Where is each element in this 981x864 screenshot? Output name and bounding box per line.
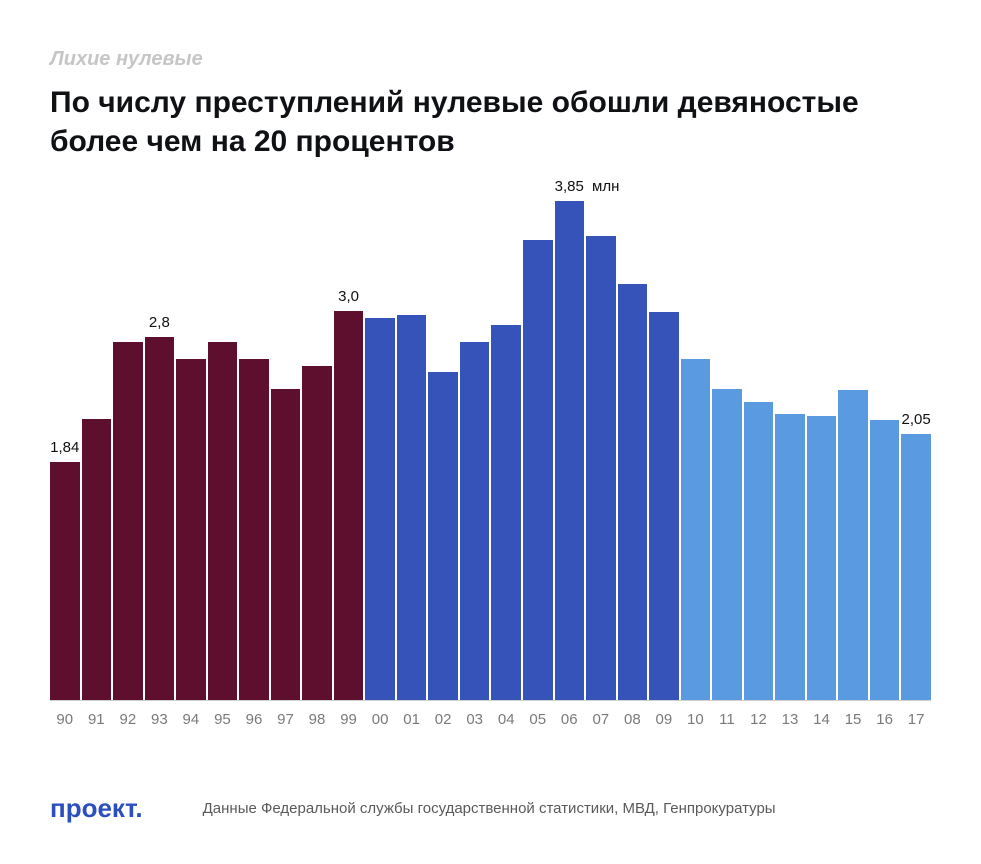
bar bbox=[397, 315, 427, 700]
bar-column bbox=[208, 201, 238, 700]
x-axis-tick: 94 bbox=[176, 711, 206, 728]
x-axis-tick: 95 bbox=[208, 711, 238, 728]
bar-column bbox=[681, 201, 711, 700]
x-axis-tick: 06 bbox=[555, 711, 585, 728]
bar-column bbox=[82, 201, 112, 700]
bar-column bbox=[365, 201, 395, 700]
x-axis-tick: 10 bbox=[681, 711, 711, 728]
x-axis-tick: 13 bbox=[775, 711, 805, 728]
bar-column bbox=[271, 201, 301, 700]
bar-column bbox=[523, 201, 553, 700]
bar bbox=[239, 359, 269, 700]
bar-column bbox=[397, 201, 427, 700]
bar-column bbox=[712, 201, 742, 700]
bar bbox=[523, 240, 553, 700]
bar-value-label: 2,8 bbox=[149, 314, 170, 331]
bar bbox=[744, 402, 774, 700]
chart-area: 1,84 2,8 3,0 3,85млн 2,05 909192939495969798… bbox=[50, 201, 931, 741]
bar-column bbox=[113, 201, 143, 700]
bar-column: 3,0 bbox=[334, 201, 364, 700]
bar bbox=[681, 359, 711, 700]
bar bbox=[82, 419, 112, 700]
x-axis-tick: 12 bbox=[744, 711, 774, 728]
bar-column bbox=[460, 201, 490, 700]
x-axis-tick: 92 bbox=[113, 711, 143, 728]
x-axis-tick: 90 bbox=[50, 711, 80, 728]
bar-column bbox=[586, 201, 616, 700]
bar bbox=[649, 312, 679, 700]
bar bbox=[113, 342, 143, 700]
bar-column bbox=[807, 201, 837, 700]
bar-column bbox=[491, 201, 521, 700]
chart-title: По числу преступлений нулевые обошли дев… bbox=[50, 83, 931, 161]
bar-column bbox=[618, 201, 648, 700]
x-axis-tick: 93 bbox=[145, 711, 175, 728]
x-axis-tick: 00 bbox=[365, 711, 395, 728]
x-axis-tick: 91 bbox=[82, 711, 112, 728]
bar-value-label: 3,85 bbox=[555, 178, 584, 195]
bar bbox=[428, 372, 458, 700]
bar-column bbox=[838, 201, 868, 700]
chart-subtitle: Лихие нулевые bbox=[50, 48, 931, 71]
bar bbox=[176, 359, 206, 700]
x-axis-tick: 03 bbox=[460, 711, 490, 728]
bar bbox=[145, 337, 175, 700]
bar-value-label: 3,0 bbox=[338, 288, 359, 305]
bar-value-label: 1,84 bbox=[50, 439, 79, 456]
bar bbox=[712, 389, 742, 700]
x-axis-tick: 15 bbox=[838, 711, 868, 728]
bar-column: 2,05 bbox=[901, 201, 931, 700]
bar-column bbox=[239, 201, 269, 700]
bar-column: 3,85млн bbox=[555, 201, 585, 700]
bar bbox=[618, 284, 648, 700]
bar-column bbox=[775, 201, 805, 700]
bar bbox=[460, 342, 490, 700]
chart-footer: проект. Данные Федеральной службы госуда… bbox=[50, 793, 931, 824]
x-axis-tick: 98 bbox=[302, 711, 332, 728]
x-axis-tick: 96 bbox=[239, 711, 269, 728]
x-axis-tick: 04 bbox=[491, 711, 521, 728]
x-axis-tick: 08 bbox=[618, 711, 648, 728]
x-axis: 9091929394959697989900010203040506070809… bbox=[50, 711, 931, 728]
bar-column bbox=[176, 201, 206, 700]
bar bbox=[901, 434, 931, 700]
bar-value-label: 2,05 bbox=[902, 411, 931, 428]
bar bbox=[50, 462, 80, 700]
bar bbox=[807, 416, 837, 700]
bar bbox=[491, 325, 521, 700]
bar bbox=[586, 236, 616, 700]
bars-container: 1,84 2,8 3,0 3,85млн 2,05 bbox=[50, 201, 931, 701]
x-axis-tick: 97 bbox=[271, 711, 301, 728]
x-axis-tick: 16 bbox=[870, 711, 900, 728]
bar-column bbox=[870, 201, 900, 700]
bar-column bbox=[302, 201, 332, 700]
bar bbox=[555, 201, 585, 700]
bar-column: 2,8 bbox=[145, 201, 175, 700]
x-axis-tick: 99 bbox=[334, 711, 364, 728]
x-axis-tick: 01 bbox=[397, 711, 427, 728]
bar-column: 1,84 bbox=[50, 201, 80, 700]
bar bbox=[271, 389, 301, 700]
bar bbox=[775, 414, 805, 700]
x-axis-tick: 07 bbox=[586, 711, 616, 728]
bar bbox=[302, 366, 332, 700]
bar bbox=[838, 390, 868, 700]
bar-column bbox=[649, 201, 679, 700]
bar bbox=[208, 342, 238, 700]
x-axis-tick: 11 bbox=[712, 711, 742, 728]
bar bbox=[334, 311, 364, 700]
bar-column bbox=[744, 201, 774, 700]
x-axis-tick: 17 bbox=[901, 711, 931, 728]
bar-unit-label: млн bbox=[592, 178, 619, 195]
bar-column bbox=[428, 201, 458, 700]
source-text: Данные Федеральной службы государственно… bbox=[203, 800, 931, 817]
bar bbox=[870, 420, 900, 700]
x-axis-tick: 02 bbox=[428, 711, 458, 728]
bar bbox=[365, 318, 395, 700]
x-axis-tick: 14 bbox=[807, 711, 837, 728]
x-axis-tick: 05 bbox=[523, 711, 553, 728]
brand-logo: проект. bbox=[50, 793, 143, 824]
x-axis-tick: 09 bbox=[649, 711, 679, 728]
